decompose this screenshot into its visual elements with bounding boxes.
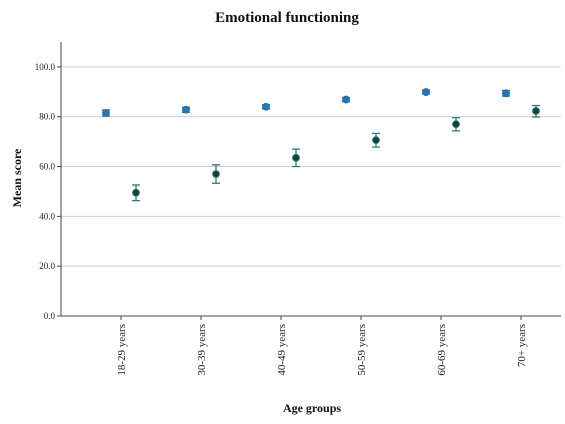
y-tick-label: 0.0 [44, 311, 56, 321]
data-point [262, 102, 270, 111]
x-tick-label: 18-29 years [116, 324, 128, 376]
y-tick-label: 40.0 [39, 211, 55, 221]
data-point [212, 170, 220, 178]
x-tick-label: 60-69 years [436, 324, 448, 376]
x-tick-label: 50-59 years [356, 324, 368, 376]
data-point [372, 136, 380, 145]
data-point [182, 105, 190, 114]
data-point [102, 109, 110, 117]
data-point [532, 107, 540, 115]
data-point [422, 88, 430, 96]
data-point [502, 89, 510, 98]
x-tick-label: 40-49 years [276, 324, 288, 376]
x-axis-label: Age groups [283, 401, 341, 415]
data-point [342, 95, 350, 104]
y-tick-label: 60.0 [39, 162, 55, 172]
y-tick-label: 100.0 [35, 62, 56, 72]
y-axis-label: Mean score [10, 148, 24, 207]
y-tick-label: 80.0 [39, 112, 55, 122]
y-ticks: 0.0 20.0 40.0 60.0 80.0 100.0 [35, 62, 61, 321]
data-point [132, 188, 140, 197]
data-marks [102, 88, 540, 202]
x-tick-label: 70+ years [516, 324, 528, 367]
axes [60, 42, 561, 317]
x-ticks: 18-29 years 30-39 years 40-49 years 50-59 y… [116, 316, 528, 376]
chart-title: Emotional functioning [215, 10, 359, 26]
y-tick-label: 20.0 [39, 261, 55, 271]
data-point [292, 153, 300, 162]
data-point [452, 120, 460, 129]
x-tick-label: 30-39 years [196, 324, 208, 376]
